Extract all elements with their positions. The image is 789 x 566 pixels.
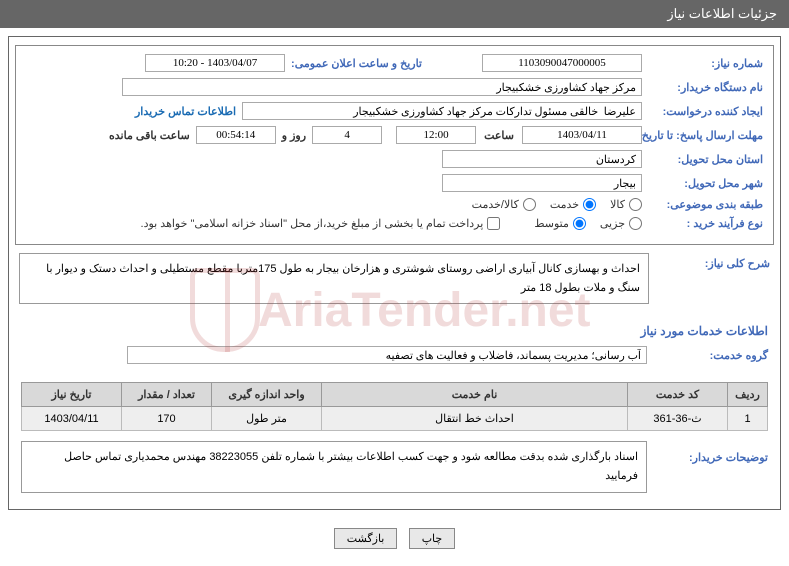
back-button[interactable]: بازگشت (334, 528, 398, 549)
services-group-row: گروه خدمت: (15, 342, 774, 378)
radio-motevaset-label: متوسط (534, 217, 569, 230)
time-label: ساعت (484, 129, 514, 142)
radio-motevaset[interactable] (573, 217, 586, 230)
desc-text-box: احداث و بهسازی کانال آبیاری اراضی روستای… (19, 253, 649, 304)
button-row: چاپ بازگشت (0, 518, 789, 553)
radio-kala-khedmat-group: کالا/خدمت (472, 198, 536, 211)
need-number-label: شماره نیاز: (648, 57, 763, 70)
buyer-notes-section: توضیحات خریدار: اسناد بارگذاری شده بدقت … (15, 431, 774, 502)
th-qty: تعداد / مقدار (122, 383, 212, 407)
th-name: نام خدمت (322, 383, 628, 407)
contact-info-link[interactable]: اطلاعات تماس خریدار (135, 105, 236, 118)
payment-checkbox[interactable] (487, 217, 500, 230)
buyer-notes-box: اسناد بارگذاری شده بدقت مطالعه شود و جهت… (21, 441, 647, 492)
radio-kala-group: کالا (610, 198, 642, 211)
service-group-input (127, 346, 647, 364)
page-title: جزئیات اطلاعات نیاز (667, 6, 777, 21)
td-unit: متر طول (212, 407, 322, 431)
delivery-province-label: استان محل تحویل: (648, 153, 763, 166)
page-header: جزئیات اطلاعات نیاز (0, 0, 789, 28)
td-date: 1403/04/11 (22, 407, 122, 431)
deadline-time-input (396, 126, 476, 144)
print-button[interactable]: چاپ (409, 528, 456, 549)
services-section-title: اطلاعات خدمات مورد نیاز (15, 324, 774, 338)
row-process-type: نوع فرآیند خرید : جزیی متوسط پرداخت تمام… (26, 217, 763, 230)
days-input (312, 126, 382, 144)
announce-datetime-label: تاریخ و ساعت اعلان عمومی: (291, 57, 422, 70)
radio-khedmat-label: خدمت (550, 198, 579, 211)
th-date: تاریخ نیاز (22, 383, 122, 407)
th-row: ردیف (728, 383, 768, 407)
table-header-row: ردیف کد خدمت نام خدمت واحد اندازه گیری ت… (22, 383, 768, 407)
outer-container: شماره نیاز: تاریخ و ساعت اعلان عمومی: نا… (8, 36, 781, 510)
countdown-input (196, 126, 276, 144)
table-row: 1 ث-36-361 احداث خط انتقال متر طول 170 1… (22, 407, 768, 431)
th-code: کد خدمت (628, 383, 728, 407)
row-request-creator: ایجاد کننده درخواست: اطلاعات تماس خریدار (26, 102, 763, 120)
buyer-notes-label: توضیحات خریدار: (653, 441, 768, 464)
announce-datetime-input (145, 54, 285, 72)
request-creator-input (242, 102, 642, 120)
buyer-org-input (122, 78, 642, 96)
service-group-label: گروه خدمت: (653, 349, 768, 362)
radio-kala-khedmat-label: کالا/خدمت (472, 198, 519, 211)
th-unit: واحد اندازه گیری (212, 383, 322, 407)
radio-khedmat-group: خدمت (550, 198, 596, 211)
delivery-province-input (442, 150, 642, 168)
radio-motevaset-group: متوسط (534, 217, 586, 230)
days-and-label: روز و (282, 129, 306, 142)
radio-khedmat[interactable] (583, 198, 596, 211)
deadline-date-input (522, 126, 642, 144)
desc-text: احداث و بهسازی کانال آبیاری اراضی روستای… (46, 263, 640, 294)
radio-kala-khedmat[interactable] (523, 198, 536, 211)
row-buyer-org: نام دستگاه خریدار: (26, 78, 763, 96)
description-section: شرح کلی نیاز: احداث و بهسازی کانال آبیار… (15, 253, 774, 318)
radio-kala[interactable] (629, 198, 642, 211)
row-need-number: شماره نیاز: تاریخ و ساعت اعلان عمومی: (26, 54, 763, 72)
services-table: ردیف کد خدمت نام خدمت واحد اندازه گیری ت… (21, 382, 768, 431)
td-idx: 1 (728, 407, 768, 431)
delivery-city-input (442, 174, 642, 192)
radio-jozi-label: جزیی (600, 217, 625, 230)
table-container: ردیف کد خدمت نام خدمت واحد اندازه گیری ت… (15, 382, 774, 431)
deadline-label: مهلت ارسال پاسخ: تا تاریخ: (648, 129, 763, 142)
td-qty: 170 (122, 407, 212, 431)
row-delivery-city: شهر محل تحویل: (26, 174, 763, 192)
form-section: شماره نیاز: تاریخ و ساعت اعلان عمومی: نا… (15, 45, 774, 245)
process-type-label: نوع فرآیند خرید : (648, 217, 763, 230)
delivery-city-label: شهر محل تحویل: (648, 177, 763, 190)
request-creator-label: ایجاد کننده درخواست: (648, 105, 763, 118)
desc-label: شرح کلی نیاز: (655, 253, 770, 270)
row-deadline: مهلت ارسال پاسخ: تا تاریخ: ساعت روز و سا… (26, 126, 763, 144)
radio-kala-label: کالا (610, 198, 625, 211)
remaining-label: ساعت باقی مانده (109, 129, 190, 142)
buyer-org-label: نام دستگاه خریدار: (648, 81, 763, 94)
category-label: طبقه بندی موضوعی: (648, 198, 763, 211)
payment-note-label: پرداخت تمام یا بخشی از مبلغ خرید،از محل … (141, 217, 484, 230)
radio-jozi[interactable] (629, 217, 642, 230)
row-delivery-province: استان محل تحویل: (26, 150, 763, 168)
row-category: طبقه بندی موضوعی: کالا خدمت کالا/خدمت (26, 198, 763, 211)
row-desc: شرح کلی نیاز: احداث و بهسازی کانال آبیار… (19, 253, 770, 304)
td-name: احداث خط انتقال (322, 407, 628, 431)
need-number-input (482, 54, 642, 72)
buyer-notes-text: اسناد بارگذاری شده بدقت مطالعه شود و جهت… (64, 451, 638, 482)
td-code: ث-36-361 (628, 407, 728, 431)
radio-jozi-group: جزیی (600, 217, 642, 230)
